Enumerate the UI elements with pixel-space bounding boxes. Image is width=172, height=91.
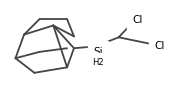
Text: Cl: Cl [132, 15, 143, 25]
Text: Cl: Cl [155, 41, 165, 51]
Text: H2: H2 [92, 58, 104, 67]
Text: Si: Si [93, 47, 103, 57]
